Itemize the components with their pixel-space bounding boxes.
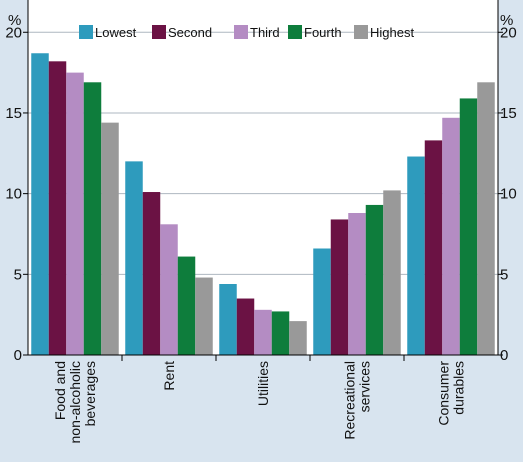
y-tick-label-right: 5 [500, 266, 508, 283]
category-label: durables [451, 361, 467, 415]
bar-highest [195, 277, 213, 355]
legend-swatch [79, 25, 93, 39]
bar-third [442, 117, 460, 355]
category-label: non-alcoholic [67, 361, 83, 444]
bar-highest [289, 321, 307, 355]
y-tick-label-right: 15 [500, 105, 517, 122]
bar-lowest [313, 248, 331, 355]
legend-swatch [152, 25, 166, 39]
right-unit-label: % [500, 12, 513, 29]
legend-swatch [354, 25, 368, 39]
category-label: services [357, 361, 373, 412]
bar-fourth [177, 256, 196, 355]
legend-label: Second [168, 25, 212, 40]
bar-second [330, 219, 349, 355]
legend: Lowest Second Third Fourth Highest [79, 25, 414, 40]
y-tick-label: 15 [5, 105, 22, 122]
bar-highest [101, 122, 119, 356]
bar-second [48, 61, 67, 356]
y-tick-label: 5 [14, 266, 22, 283]
legend-label: Lowest [95, 25, 137, 40]
y-tick-labels: 0 0 5 5 10 10 15 15 20 20 [5, 24, 516, 364]
category-labels: Food and non-alcoholic beverages Rent Utilit… [52, 361, 467, 444]
legend-swatch [234, 25, 248, 39]
category-label: Utilities [255, 361, 271, 406]
y-tick-label: 0 [14, 347, 22, 364]
bar-fourth [83, 82, 102, 355]
legend-label: Highest [370, 25, 414, 40]
bar-highest [383, 190, 401, 355]
bar-highest [477, 82, 495, 355]
left-unit-label: % [8, 12, 21, 29]
category-label: beverages [82, 361, 98, 426]
category-label: Recreational [342, 361, 358, 440]
y-tick-label-right: 10 [500, 186, 517, 203]
y-tick-label: 10 [5, 186, 22, 203]
bar-second [424, 140, 443, 355]
y-tick-label-right: 0 [500, 347, 508, 364]
category-label: Food and [52, 361, 68, 420]
bar-fourth [271, 311, 290, 355]
bar-fourth [459, 98, 478, 355]
bar-third [160, 224, 178, 355]
bar-third [348, 213, 366, 355]
bars [31, 53, 495, 356]
bar-third [254, 309, 272, 355]
y-tick-label: 20 [5, 24, 22, 41]
category-label: Consumer [436, 361, 452, 426]
legend-label: Third [250, 25, 280, 40]
bar-second [142, 192, 161, 355]
x-tick-marks [121, 355, 405, 361]
bar-fourth [365, 204, 384, 355]
y-tick-label-right: 20 [500, 24, 517, 41]
category-label: Rent [161, 361, 177, 391]
bar-lowest [219, 284, 237, 355]
bar-lowest [31, 53, 49, 355]
bar-third [66, 72, 84, 355]
legend-label: Fourth [304, 25, 342, 40]
bar-lowest [407, 156, 425, 355]
legend-swatch [288, 25, 302, 39]
bar-lowest [125, 161, 143, 355]
bar-second [236, 298, 255, 355]
